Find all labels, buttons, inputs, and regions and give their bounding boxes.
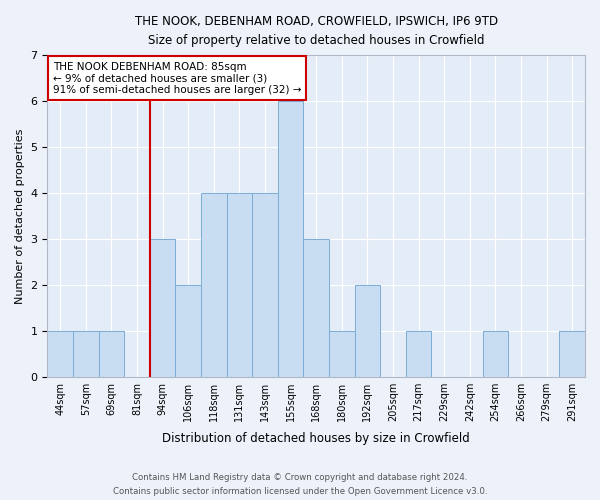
Bar (304, 239, 329, 376)
Y-axis label: Number of detached properties: Number of detached properties (15, 128, 25, 304)
Title: THE NOOK, DEBENHAM ROAD, CROWFIELD, IPSWICH, IP6 9TD
Size of property relative t: THE NOOK, DEBENHAM ROAD, CROWFIELD, IPSW… (134, 15, 498, 47)
Bar (252, 193, 278, 376)
Bar (175, 285, 201, 376)
Text: Contains HM Land Registry data © Crown copyright and database right 2024.: Contains HM Land Registry data © Crown c… (132, 473, 468, 482)
X-axis label: Distribution of detached houses by size in Crowfield: Distribution of detached houses by size … (163, 432, 470, 445)
Bar (47, 330, 73, 376)
Text: THE NOOK DEBENHAM ROAD: 85sqm
← 9% of detached houses are smaller (3)
91% of sem: THE NOOK DEBENHAM ROAD: 85sqm ← 9% of de… (53, 62, 301, 94)
Bar (98, 330, 124, 376)
Bar (227, 193, 252, 376)
Bar (278, 101, 304, 376)
Bar (73, 330, 98, 376)
Bar (559, 330, 585, 376)
Bar (355, 285, 380, 376)
Bar (482, 330, 508, 376)
Text: Contains public sector information licensed under the Open Government Licence v3: Contains public sector information licen… (113, 486, 487, 496)
Bar (201, 193, 227, 376)
Bar (406, 330, 431, 376)
Bar (329, 330, 355, 376)
Bar (150, 239, 175, 376)
